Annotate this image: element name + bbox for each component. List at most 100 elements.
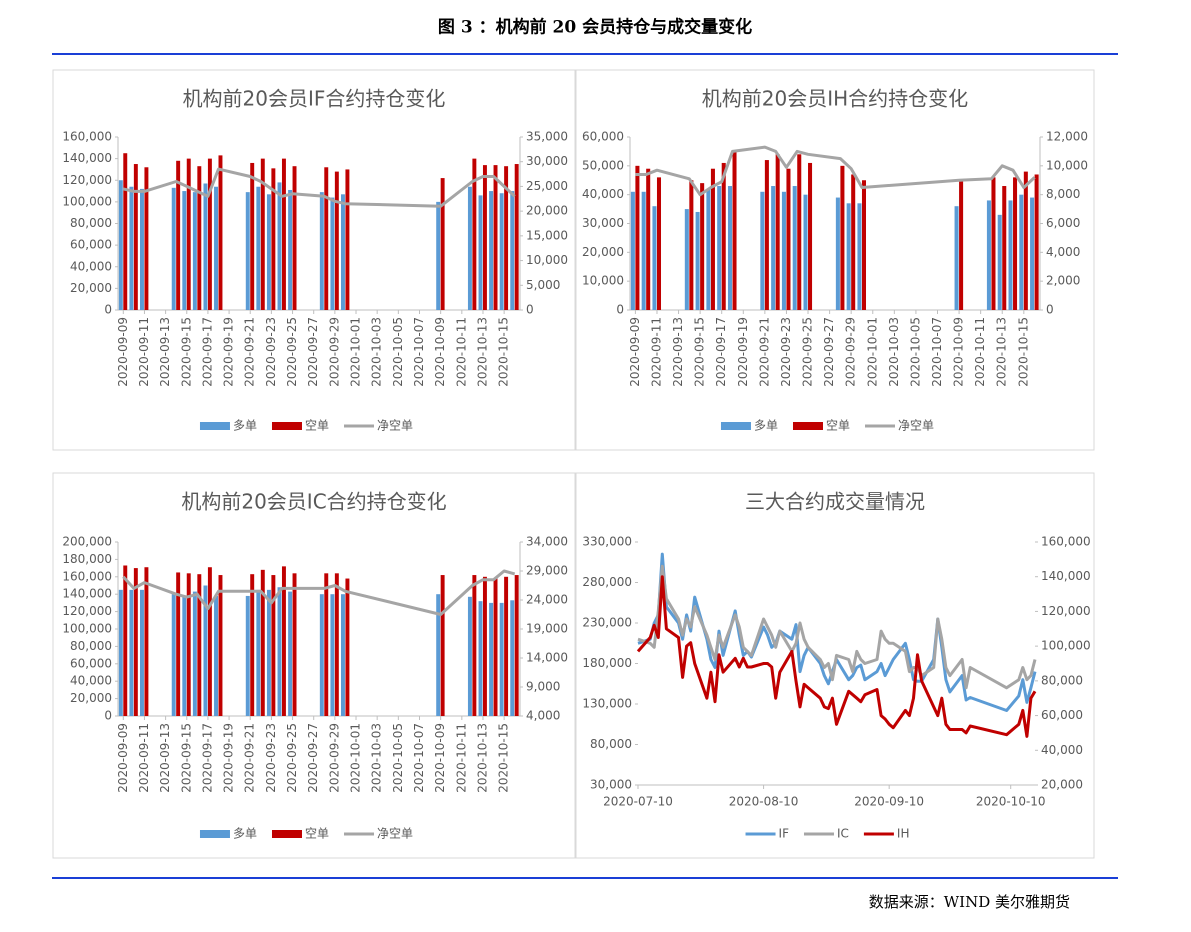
bar [182, 191, 187, 310]
y-tick-label: 330,000 [582, 535, 632, 549]
bar [203, 585, 208, 716]
bar [207, 567, 212, 716]
x-tick-label: 2020-09-17 [714, 317, 728, 387]
bar [345, 169, 350, 310]
y-tick-label: 80,000 [590, 737, 632, 751]
legend-swatch [271, 830, 302, 838]
legend-swatch [271, 422, 302, 430]
x-tick-label: 2020-10-13 [995, 317, 1009, 387]
legend-swatch [720, 422, 751, 430]
x-tick-label: 2020-10-01 [349, 317, 363, 387]
x-tick-label: 2020-09-09 [116, 723, 130, 793]
x-tick-label: 2020-10-13 [475, 317, 489, 387]
panel [52, 69, 576, 451]
y-tick-label: 40,000 [582, 187, 624, 201]
y2-tick-label: 40,000 [1041, 743, 1083, 757]
bar [436, 201, 441, 310]
bar [214, 595, 218, 716]
y-tick-label: 80,000 [70, 639, 112, 653]
bar [186, 158, 191, 310]
y-tick-label: 60,000 [70, 656, 112, 670]
x-tick-label: 2020-09-29 [327, 317, 341, 387]
bar [118, 589, 123, 716]
bar [986, 200, 991, 310]
bar [489, 602, 494, 716]
x-tick-label: 2020-09-25 [801, 317, 815, 387]
bar [1008, 200, 1013, 310]
bar [192, 192, 197, 310]
source-note: 数据来源：WIND 美尔雅期货 [869, 893, 1070, 911]
y2-tick-label: 20,000 [526, 204, 568, 218]
y-tick-label: 30,000 [582, 216, 624, 230]
y2-tick-label: 20,000 [1041, 778, 1083, 792]
y2-tick-label: 34,000 [526, 535, 568, 549]
legend-swatch [199, 422, 230, 430]
series-line [637, 564, 1037, 690]
bar [1019, 194, 1024, 310]
bar [771, 186, 776, 310]
x-tick-label: 2020-09-17 [200, 317, 214, 387]
bar [266, 589, 271, 716]
bar [727, 186, 732, 310]
bar [851, 174, 856, 310]
bar [630, 191, 635, 310]
bar [245, 192, 250, 310]
x-tick-label: 2020-09-15 [179, 317, 193, 387]
x-tick-label: 2020-09-23 [264, 723, 278, 793]
y-tick-label: 180,000 [62, 552, 112, 566]
bar [341, 194, 345, 310]
bar [324, 573, 329, 716]
x-tick-label: 2020-09-27 [306, 723, 320, 793]
y-tick-label: 160,000 [62, 569, 112, 583]
bar [192, 591, 197, 716]
bar [1030, 197, 1035, 310]
bar [144, 567, 149, 716]
legend-label: IC [837, 827, 849, 841]
series-line [122, 569, 516, 616]
bar [689, 180, 694, 310]
y2-tick-label: 29,000 [526, 564, 568, 578]
x-tick-label: 2020-09-29 [844, 317, 858, 387]
bar [440, 575, 445, 716]
bar [991, 177, 996, 310]
bar [277, 182, 282, 310]
y-tick-label: 0 [616, 303, 624, 317]
x-tick-label: 2020-10-07 [930, 317, 944, 387]
y-tick-label: 180,000 [582, 656, 632, 670]
y2-tick-label: 24,000 [526, 593, 568, 607]
x-tick-label: 2020-09-25 [285, 723, 299, 793]
bar [440, 178, 445, 310]
y2-tick-label: 25,000 [526, 179, 568, 193]
bar [140, 188, 144, 310]
x-tick-label: 2020-10-11 [454, 723, 468, 793]
bar [330, 594, 335, 716]
x-tick-label: 2020-09-10 [854, 795, 924, 809]
bar [959, 180, 964, 310]
x-tick-label: 2020-09-21 [757, 317, 771, 387]
bar [482, 165, 487, 310]
y2-tick-label: 30,000 [526, 154, 568, 168]
chart-title: 机构前20会员IF合约持仓变化 [183, 87, 446, 111]
bar [514, 575, 519, 716]
bar [266, 194, 271, 310]
bar [214, 186, 218, 310]
x-tick-label: 2020-10-03 [370, 723, 384, 793]
y2-tick-label: 4,000 [1046, 245, 1080, 259]
bar [493, 578, 498, 716]
bar [861, 180, 867, 310]
x-tick-label: 2020-07-10 [603, 795, 673, 809]
bar [330, 197, 335, 310]
bar [792, 186, 797, 310]
bar [721, 162, 726, 310]
x-tick-label: 2020-09-15 [179, 723, 193, 793]
series-line [122, 167, 516, 208]
bar [1013, 177, 1018, 310]
x-tick-label: 2020-09-11 [649, 317, 663, 387]
x-tick-label: 2020-10-15 [497, 723, 511, 793]
y-tick-label: 20,000 [70, 691, 112, 705]
y-tick-label: 30,000 [590, 778, 632, 792]
bar [319, 192, 324, 310]
bar [710, 168, 715, 310]
bar [846, 203, 851, 310]
